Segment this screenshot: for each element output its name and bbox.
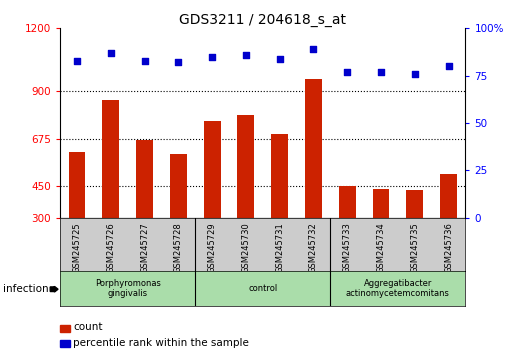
Text: GSM245731: GSM245731 <box>275 222 284 273</box>
Point <box>445 63 453 69</box>
Point <box>208 54 217 59</box>
Text: GSM245733: GSM245733 <box>343 222 352 273</box>
Bar <box>406 190 423 218</box>
Text: GSM245726: GSM245726 <box>106 222 115 273</box>
Point <box>309 46 317 52</box>
Point <box>343 69 351 75</box>
Text: control: control <box>248 284 277 293</box>
Text: GSM245736: GSM245736 <box>444 222 453 273</box>
Title: GDS3211 / 204618_s_at: GDS3211 / 204618_s_at <box>179 13 346 27</box>
Point <box>377 69 385 75</box>
Bar <box>440 173 457 218</box>
Text: GSM245730: GSM245730 <box>242 222 251 273</box>
Bar <box>203 121 221 218</box>
Text: GSM245735: GSM245735 <box>411 222 419 273</box>
Bar <box>69 153 85 218</box>
Text: count: count <box>73 322 103 332</box>
Bar <box>339 186 356 218</box>
Point <box>242 52 250 58</box>
Text: GSM245734: GSM245734 <box>377 222 385 273</box>
Text: GSM245725: GSM245725 <box>73 222 82 273</box>
Text: percentile rank within the sample: percentile rank within the sample <box>73 338 249 348</box>
Text: GSM245728: GSM245728 <box>174 222 183 273</box>
Text: GSM245727: GSM245727 <box>140 222 149 273</box>
Text: infection: infection <box>3 284 48 294</box>
Text: GSM245732: GSM245732 <box>309 222 318 273</box>
Bar <box>372 189 390 218</box>
Bar <box>103 100 119 218</box>
Bar <box>237 115 254 218</box>
Point <box>107 50 115 56</box>
Text: GSM245729: GSM245729 <box>208 222 217 273</box>
Bar <box>136 140 153 218</box>
Text: Porphyromonas
gingivalis: Porphyromonas gingivalis <box>95 279 161 298</box>
Bar <box>170 154 187 218</box>
Bar <box>271 133 288 218</box>
Point <box>411 71 419 76</box>
Bar <box>305 79 322 218</box>
Text: Aggregatibacter
actinomycetemcomitans: Aggregatibacter actinomycetemcomitans <box>346 279 450 298</box>
Point <box>73 58 81 63</box>
Point <box>174 59 183 65</box>
Point <box>276 56 284 62</box>
Point <box>140 58 149 63</box>
